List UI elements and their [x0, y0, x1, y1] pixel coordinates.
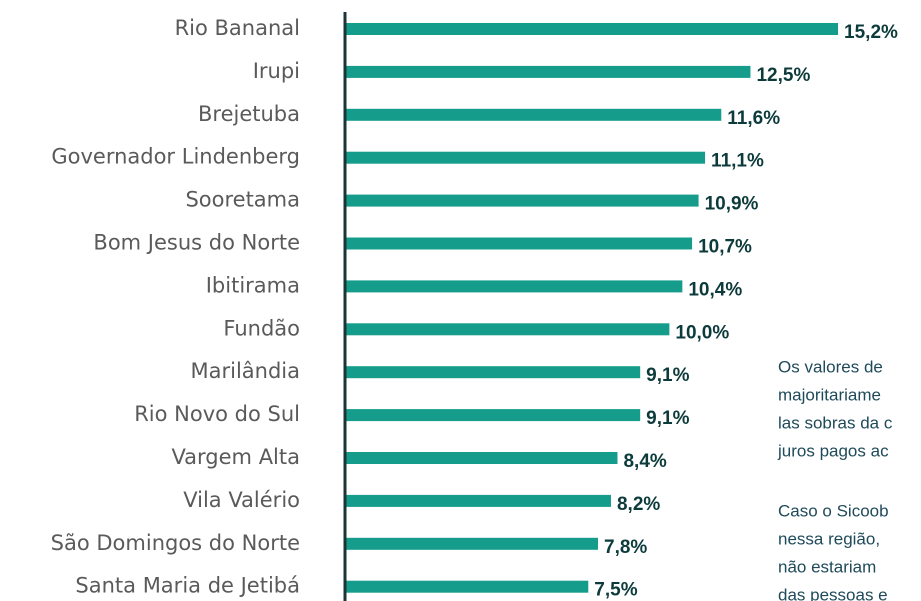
annotation-line: não estariam	[778, 557, 876, 576]
value-label: 11,6%	[727, 108, 780, 129]
value-label: 9,1%	[646, 408, 689, 429]
bar	[345, 237, 693, 250]
bar	[345, 194, 699, 207]
value-label: 9,1%	[646, 365, 689, 386]
category-label: Vargem Alta	[171, 445, 300, 469]
value-label: 10,4%	[688, 279, 742, 300]
category-label: Rio Novo do Sul	[134, 402, 300, 426]
bar	[345, 323, 670, 336]
category-label: Irupi	[253, 59, 300, 83]
annotation-line: nessa região,	[778, 529, 880, 548]
category-label: Sooretama	[185, 188, 300, 212]
bar	[345, 65, 751, 78]
category-label: São Domingos do Norte	[51, 531, 300, 555]
bar	[345, 452, 618, 464]
bar	[345, 580, 589, 593]
bar	[345, 23, 839, 35]
bar	[345, 108, 722, 121]
annotation-line: majoritariame	[778, 385, 881, 404]
value-label: 7,8%	[604, 537, 647, 558]
category-label: Bom Jesus do Norte	[93, 231, 300, 255]
value-label: 10,9%	[705, 194, 759, 215]
annotation-line: Os valores de	[778, 357, 883, 376]
value-label: 10,7%	[698, 237, 752, 258]
value-label: 8,2%	[617, 494, 660, 515]
annotation-line: Caso o Sicoob	[778, 501, 889, 520]
category-label: Santa Maria de Jetibá	[75, 574, 300, 598]
category-label: Vila Valério	[183, 488, 300, 512]
value-label: 8,4%	[623, 451, 666, 472]
annotation-line: das pessoas e	[778, 585, 888, 601]
category-label: Brejetuba	[198, 102, 300, 126]
annotation-line: juros pagos ac	[777, 441, 889, 460]
value-label: 11,1%	[711, 151, 764, 172]
category-label: Marilândia	[190, 359, 300, 383]
category-label: Ibitirama	[206, 273, 300, 297]
category-label: Governador Lindenberg	[51, 145, 300, 169]
value-label: 7,5%	[594, 580, 637, 601]
bar	[345, 366, 641, 379]
category-label: Fundão	[223, 316, 300, 340]
annotation-line: las sobras da c	[778, 413, 893, 432]
bar	[345, 537, 599, 550]
value-label: 15,2%	[844, 22, 898, 43]
bar	[345, 409, 641, 422]
bar	[345, 280, 683, 293]
value-label: 10,0%	[675, 322, 729, 343]
category-label: Rio Bananal	[175, 16, 300, 40]
bar	[345, 494, 611, 507]
value-label: 12,5%	[756, 65, 810, 86]
bar	[345, 151, 706, 164]
